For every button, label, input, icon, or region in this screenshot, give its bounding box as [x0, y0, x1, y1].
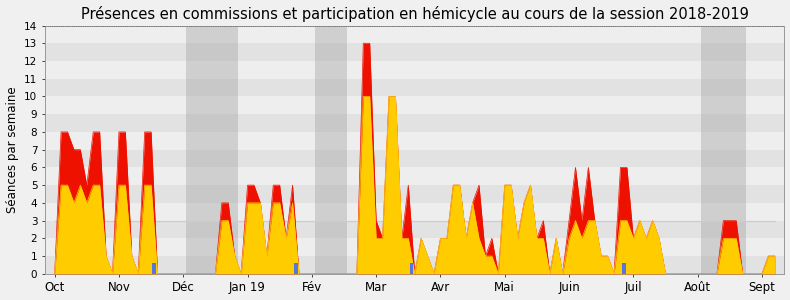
Bar	[152, 263, 156, 274]
Bar	[45, 238, 784, 256]
Bar	[45, 185, 784, 203]
Bar	[45, 61, 784, 79]
Bar	[45, 114, 784, 132]
Bar	[45, 26, 784, 43]
Bar	[45, 220, 784, 238]
Y-axis label: Séances par semaine: Séances par semaine	[6, 86, 18, 213]
Bar	[315, 26, 348, 274]
Bar	[45, 96, 784, 114]
Bar	[45, 132, 784, 150]
Bar	[45, 150, 784, 167]
Bar	[45, 43, 784, 61]
Bar	[409, 263, 413, 274]
Bar	[45, 79, 784, 96]
Bar	[45, 167, 784, 185]
Title: Présences en commissions et participation en hémicycle au cours de la session 20: Présences en commissions et participatio…	[81, 6, 749, 22]
Bar	[701, 26, 746, 274]
Bar	[186, 26, 238, 274]
Bar	[294, 263, 298, 274]
Bar	[45, 203, 784, 220]
Bar	[622, 263, 626, 274]
Bar	[45, 256, 784, 274]
